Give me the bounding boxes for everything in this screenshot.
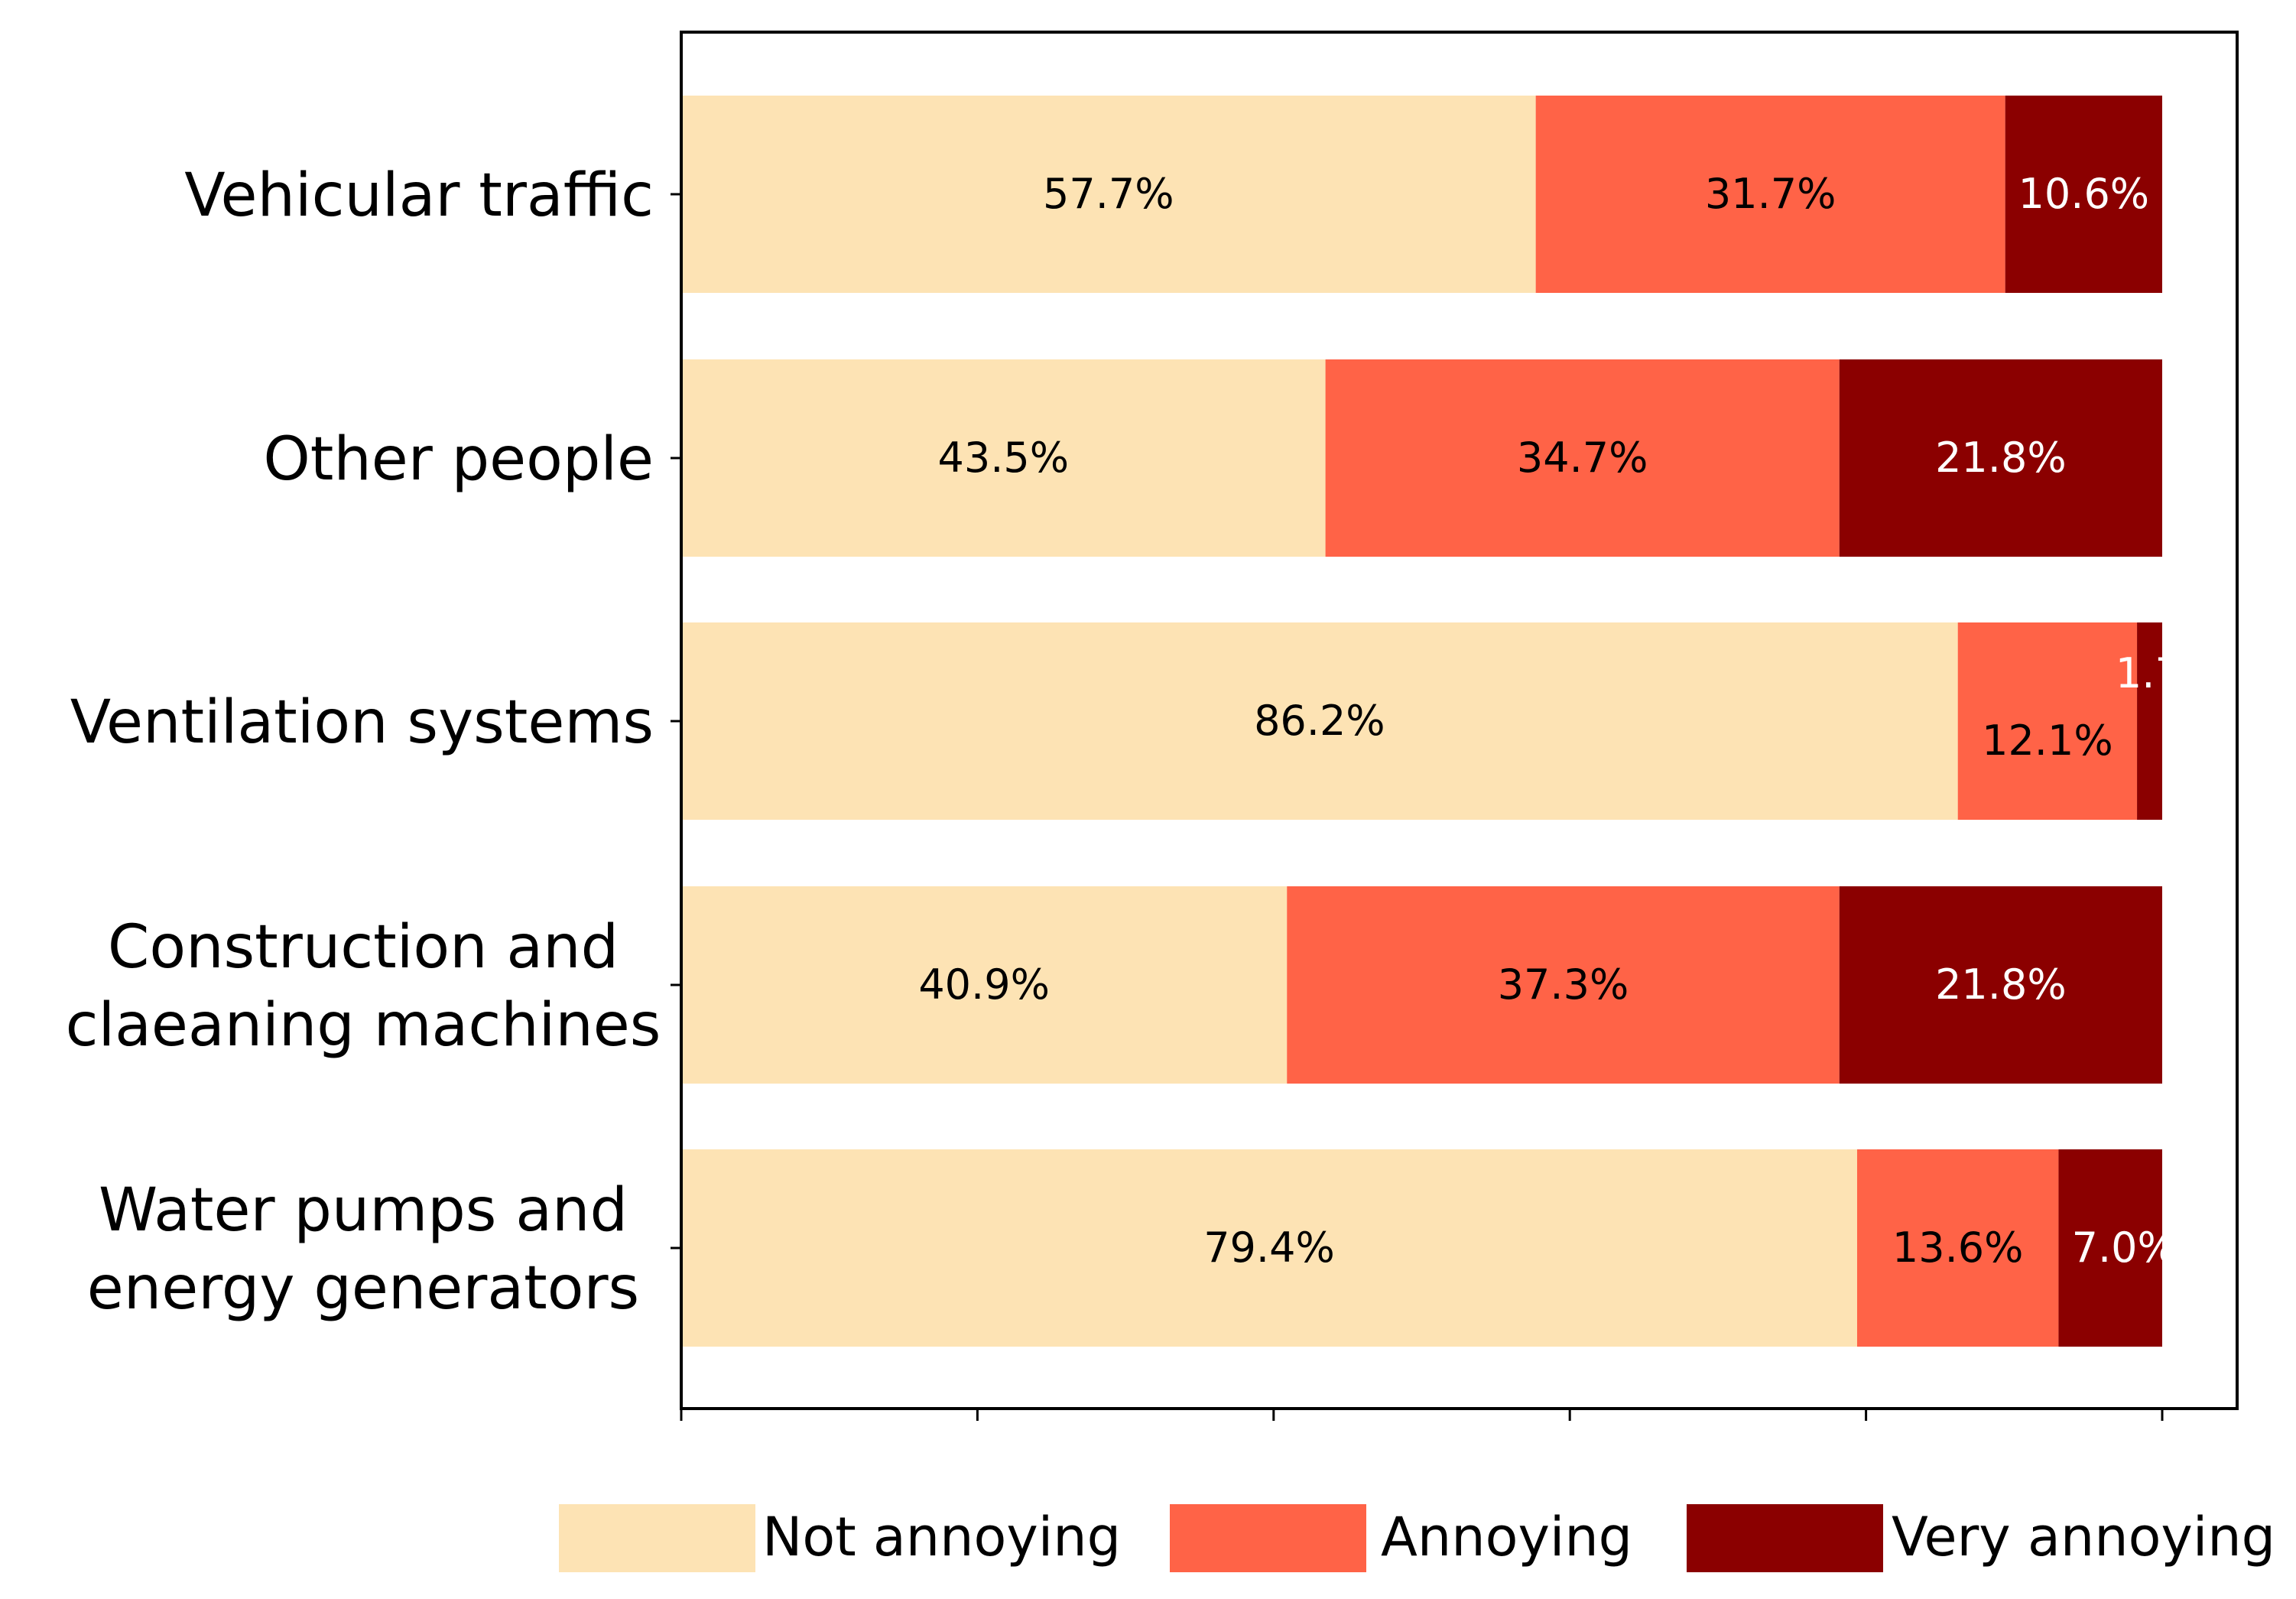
data-label: 40.9% [918, 960, 1050, 1009]
data-label: 57.7% [1043, 170, 1174, 218]
legend-label: Very annoying [1892, 1506, 2275, 1568]
bar-segment-annoying [1856, 1149, 2059, 1347]
data-label: 37.3% [1498, 960, 1629, 1009]
legend-label: Annoying [1381, 1506, 1632, 1568]
data-label: 31.7% [1705, 170, 1836, 218]
bar-segment-annoying [1325, 359, 1840, 557]
bar-segment-not-annoying [681, 886, 1288, 1084]
bar-segment-very-annoying [2005, 96, 2162, 293]
bar-segment-not-annoying [681, 359, 1326, 557]
category-label: Water pumps and [99, 1176, 628, 1245]
category-label: Other people [263, 425, 654, 494]
category-label: claeaning machines [66, 991, 661, 1060]
bar-segment-not-annoying [681, 622, 1958, 820]
data-label: 21.8% [1935, 434, 2067, 482]
bar-segment-very-annoying [2137, 622, 2162, 820]
legend-label: Not annoying [762, 1506, 1121, 1568]
legend-swatch [559, 1504, 755, 1572]
bar-segment-not-annoying [681, 1149, 1857, 1347]
data-label: 7.0% [2072, 1224, 2177, 1272]
category-label: Construction and [108, 913, 619, 982]
bar-segment-very-annoying [2058, 1149, 2162, 1347]
data-label: 79.4% [1203, 1224, 1335, 1272]
legend: Not annoying Annoying Very annoying [559, 1504, 2275, 1572]
category-label: Ventilation systems [70, 688, 654, 757]
legend-swatch [1687, 1504, 1883, 1572]
value-labels-layer: 57.7% 31.7% 10.6% 43.5% 34.7% 21.8% 86.2% 12.1%… [918, 170, 2220, 1272]
y-axis: Vehicular traffic Other people Ventilation… [66, 161, 681, 1323]
bar-segment-annoying [1287, 886, 1840, 1084]
legend-swatch [1170, 1504, 1366, 1572]
data-label: 86.2% [1254, 697, 1385, 745]
data-label: 43.5% [938, 434, 1070, 482]
data-label: 13.6% [1892, 1224, 2024, 1272]
data-label: 21.8% [1935, 960, 2067, 1009]
x-axis [680, 1409, 2164, 1421]
bar-segment-annoying [1535, 96, 2005, 293]
category-label: Vehicular traffic [184, 161, 654, 230]
data-label: 10.6% [2018, 170, 2150, 218]
data-label: 1.7% [2116, 649, 2220, 697]
data-label: 34.7% [1517, 434, 1648, 482]
bars-layer [681, 96, 2162, 1347]
category-label: energy generators [87, 1254, 639, 1323]
bar-segment-very-annoying [1839, 886, 2162, 1084]
bar-segment-very-annoying [1839, 359, 2162, 557]
bar-segment-annoying [1957, 622, 2138, 820]
data-label: 12.1% [1982, 717, 2113, 765]
bar-segment-not-annoying [681, 96, 1536, 293]
